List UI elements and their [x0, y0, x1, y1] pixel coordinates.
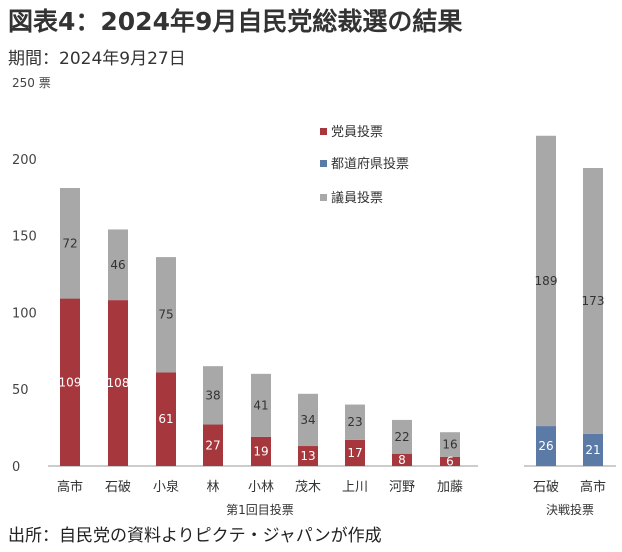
data-label: 19: [253, 444, 268, 458]
x-tick-label: 石破: [533, 480, 559, 495]
data-label: 38: [205, 388, 220, 402]
data-label: 173: [582, 294, 605, 308]
legend-swatch: [320, 128, 327, 135]
data-label: 34: [300, 413, 315, 427]
y-tick-label: 100: [12, 306, 37, 321]
data-label: 22: [394, 430, 409, 444]
bar-segment: [440, 456, 460, 466]
x-tick-label: 石破: [105, 480, 131, 495]
data-label: 41: [253, 398, 268, 412]
data-label: 6: [446, 454, 454, 468]
page-title: 図表4：2024年9月自民党総裁選の結果: [8, 7, 463, 36]
data-label: 8: [398, 453, 406, 467]
x-tick-label: 河野: [389, 480, 415, 495]
bar-segment: [392, 419, 412, 454]
group-label: 決戦投票: [546, 502, 594, 517]
bar-segment: [536, 426, 556, 466]
bar-segment: [108, 300, 128, 466]
bar-segment: [156, 372, 176, 466]
bar-segment: [583, 433, 603, 466]
data-label: 21: [585, 443, 600, 457]
y-tick-label: 0: [12, 460, 20, 475]
bar-segment: [156, 257, 176, 373]
data-label: 26: [538, 439, 553, 453]
data-label: 189: [535, 274, 558, 288]
bar-segment: [60, 187, 80, 299]
bar-segment: [345, 404, 365, 440]
legend-swatch: [320, 194, 327, 201]
y-tick-label: 250 票: [12, 76, 51, 90]
y-tick-label: 200: [12, 153, 37, 168]
group-label: 第1回目投票: [226, 502, 294, 517]
data-label: 109: [59, 375, 82, 389]
x-tick-label: 小林: [248, 480, 274, 495]
y-tick-label: 50: [12, 383, 29, 398]
bar-segment: [108, 229, 128, 301]
data-label: 16: [442, 437, 457, 451]
y-tick-label: 150: [12, 230, 37, 245]
data-label: 108: [107, 376, 130, 390]
bar-segment: [392, 453, 412, 466]
bar-segment: [60, 298, 80, 466]
data-label: 75: [158, 308, 173, 322]
bar-segment: [440, 432, 460, 457]
x-tick-label: 茂木: [295, 480, 321, 495]
bar-segment: [345, 439, 365, 466]
data-label: 13: [300, 449, 315, 463]
bar-segment: [298, 446, 318, 466]
bar-segment: [536, 135, 556, 427]
legend-label: 議員投票: [331, 190, 383, 206]
bar-segment: [583, 168, 603, 434]
data-label: 27: [205, 438, 220, 452]
x-tick-label: 林: [206, 480, 219, 495]
data-label: 61: [158, 412, 173, 426]
x-tick-label: 加藤: [437, 480, 463, 495]
bar-segment: [298, 393, 318, 447]
data-label: 23: [347, 415, 362, 429]
legend-label: 都道府県投票: [331, 156, 409, 172]
bar-segment: [251, 373, 271, 437]
data-label: 17: [347, 446, 362, 460]
legend-swatch: [320, 160, 327, 167]
bar-segment: [251, 436, 271, 466]
data-label: 72: [62, 236, 77, 250]
x-tick-label: 高市: [57, 479, 83, 495]
bar-segment: [203, 366, 223, 425]
data-label: 46: [110, 258, 125, 272]
x-tick-label: 上川: [342, 480, 368, 495]
bar-segment: [203, 424, 223, 466]
period-label: 期間：2024年9月27日: [8, 49, 186, 69]
legend-label: 党員投票: [331, 124, 383, 140]
source-note: 出所：自民党の資料よりピクテ・ジャパンが作成: [8, 526, 382, 546]
x-tick-label: 高市: [580, 479, 606, 495]
x-tick-label: 小泉: [153, 479, 179, 495]
